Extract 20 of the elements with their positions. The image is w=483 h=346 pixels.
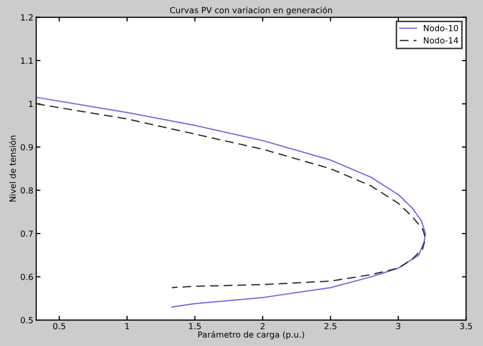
y-tick-label: 0.9 bbox=[20, 144, 33, 150]
y-tick-label: 1 bbox=[29, 100, 33, 107]
x-tick-label: 2 bbox=[260, 322, 265, 330]
chart-title: Curvas PV con variacion en generación bbox=[170, 6, 332, 15]
x-tick-label: 0.5 bbox=[53, 322, 66, 330]
x-tick-label: 3.5 bbox=[460, 322, 472, 330]
legend-label: Nodo-10 bbox=[424, 24, 458, 32]
y-tick-label: 0.6 bbox=[20, 274, 33, 280]
x-tick-label: 1.5 bbox=[189, 323, 201, 330]
y-tick-label: 1.2 bbox=[21, 14, 33, 20]
x-tick-label: 1 bbox=[125, 323, 129, 330]
y-tick-label: 1.1 bbox=[21, 58, 33, 64]
y-tick-label: 0.8 bbox=[20, 187, 33, 194]
legend-label: Nodo-14 bbox=[424, 37, 458, 44]
x-tick-label: 2.5 bbox=[324, 322, 336, 330]
x-tick-label: 3 bbox=[396, 322, 400, 330]
y-tick-label: 0.7 bbox=[20, 230, 33, 237]
y-axis-title: Nivel de tensión bbox=[9, 136, 16, 202]
x-axis-title: Parámetro de carga (p.u.) bbox=[198, 330, 304, 340]
y-tick-label: 0.5 bbox=[20, 317, 33, 324]
